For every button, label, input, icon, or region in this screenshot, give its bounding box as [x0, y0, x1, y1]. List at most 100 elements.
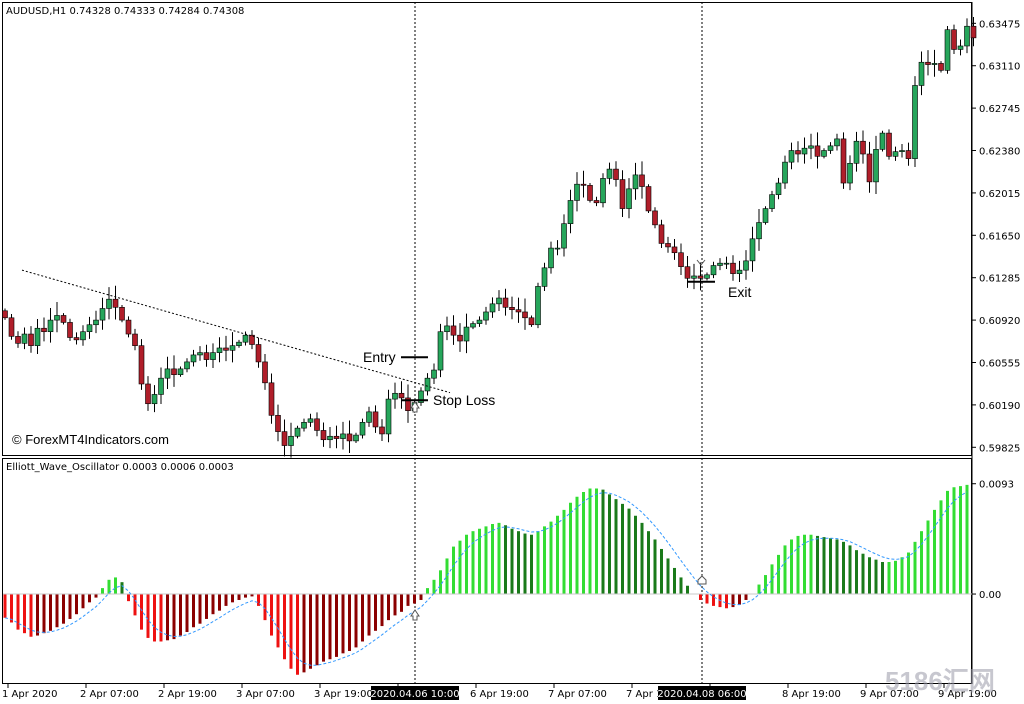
candle [697, 262, 704, 291]
candle [385, 389, 392, 443]
candle [619, 170, 626, 217]
candle [684, 255, 691, 288]
candle [509, 296, 515, 320]
price-tick-label: 0.61650 [979, 231, 1020, 242]
candle [8, 314, 15, 340]
candle [437, 323, 444, 378]
oscillator-signal-line [4, 491, 968, 666]
candle [34, 318, 41, 355]
time-tick-label: 6 Apr 19:00 [470, 689, 529, 700]
candle [743, 250, 749, 280]
downtrend-line [21, 269, 451, 394]
candles-group [2, 16, 977, 458]
candle [320, 422, 327, 447]
candle [918, 51, 925, 96]
candle [814, 132, 821, 169]
candle [951, 24, 957, 55]
candle [476, 316, 483, 327]
candle [28, 326, 34, 353]
candle [457, 323, 463, 352]
candle [853, 131, 860, 172]
price-tick-label: 0.60190 [979, 401, 1020, 412]
oscillator-up-arrow-icon [410, 609, 420, 621]
candle [359, 418, 366, 439]
candle [749, 226, 756, 272]
candle [606, 162, 613, 185]
candle [106, 287, 112, 320]
candle [554, 240, 561, 256]
candle [691, 263, 697, 290]
candle [99, 297, 106, 330]
candle [886, 129, 892, 160]
candle [236, 339, 242, 348]
time-tick-label: 2 Apr 07:00 [80, 689, 139, 700]
candle [15, 331, 21, 348]
candle [678, 243, 684, 276]
candle [379, 419, 385, 442]
candle [626, 178, 632, 219]
price-tick-label: 0.63110 [979, 62, 1020, 73]
time-tick-label: 3 Apr 19:00 [314, 689, 373, 700]
candle [736, 260, 743, 283]
price-tick-label: 0.61285 [979, 274, 1020, 285]
candle [632, 162, 639, 200]
candle [860, 130, 866, 164]
candle [847, 155, 853, 191]
candle [652, 207, 658, 229]
time-tick-label: 9 Apr 07:00 [860, 689, 919, 700]
entry-label: Entry [363, 349, 396, 365]
candle [151, 385, 158, 413]
candle [535, 282, 541, 329]
candle [866, 141, 873, 193]
candle [593, 196, 600, 207]
candle [190, 349, 197, 367]
time-tick-label: 7 Apr 19:00 [626, 689, 685, 700]
candle [21, 327, 28, 350]
candle [463, 313, 470, 354]
candle [892, 146, 899, 161]
exit-arrow-icon [696, 259, 706, 266]
candle [821, 148, 827, 159]
candle [645, 184, 652, 214]
price-tick-label: 0.62015 [979, 189, 1020, 200]
site-watermark: © ForexMT4Indicators.com [12, 432, 169, 447]
symbol-header: AUDUSD,H1 0.74328 0.74333 0.74284 0.7430… [6, 6, 244, 17]
candle [905, 142, 912, 166]
candle [405, 384, 411, 423]
candle [502, 288, 509, 316]
candle [912, 76, 918, 168]
candle [158, 367, 164, 405]
candle [704, 272, 710, 281]
candle [788, 142, 795, 170]
candle [710, 261, 717, 279]
candle [80, 325, 86, 346]
candle [353, 432, 359, 443]
candle [723, 256, 730, 270]
candle [600, 173, 606, 208]
candle [229, 332, 236, 363]
price-tick-label: 0.60555 [979, 358, 1020, 369]
price-axis-ticks: 0.63475 0.63110 0.62745 0.62380 0.62015 0.616… [972, 19, 1020, 454]
candle [73, 332, 80, 345]
trendline-group [21, 269, 451, 394]
candle [171, 355, 177, 387]
candle [957, 39, 964, 56]
entry-arrow-icon [410, 401, 420, 413]
candle [184, 358, 190, 373]
candle [255, 337, 262, 368]
candle [873, 135, 879, 195]
candle [2, 308, 8, 320]
candle [840, 132, 847, 189]
candle [47, 308, 54, 343]
candle [541, 262, 548, 292]
candle [268, 373, 275, 424]
candle [431, 363, 437, 385]
candle [294, 425, 301, 439]
candle [587, 183, 593, 203]
time-cursor-label: 2020.04.06 10:00 [370, 689, 459, 700]
candle [483, 306, 489, 325]
candle [613, 161, 619, 187]
candle [372, 405, 379, 433]
candle [756, 209, 762, 251]
